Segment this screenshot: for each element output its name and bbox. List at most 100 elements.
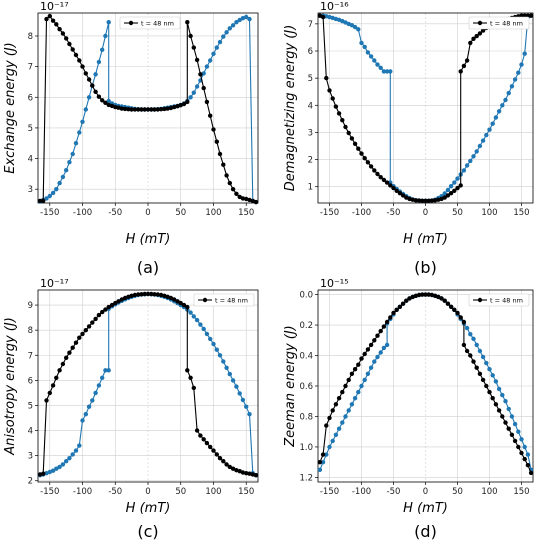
data-point [336, 426, 342, 431]
data-point [477, 143, 483, 149]
data-point [86, 404, 92, 409]
data-point [165, 294, 170, 299]
y-tick-label: 2 [308, 156, 313, 166]
data-point [346, 408, 351, 413]
data-point [340, 389, 345, 395]
data-point [77, 130, 82, 135]
data-point [100, 98, 105, 103]
data-point [93, 89, 98, 95]
data-point [512, 77, 518, 82]
data-point [423, 292, 428, 297]
x-tick-label: 100 [205, 208, 221, 218]
data-point [365, 371, 371, 376]
data-point [429, 198, 435, 203]
data-point [100, 375, 105, 380]
y-tick-label: 6 [28, 93, 33, 103]
data-point [136, 292, 141, 297]
data-point [375, 354, 380, 360]
data-point [119, 297, 125, 302]
data-point [244, 404, 249, 409]
data-point [461, 342, 467, 348]
data-point [320, 460, 326, 465]
data-point [126, 107, 131, 112]
data-point [516, 444, 521, 450]
y-tick-label: 0.8 [299, 412, 313, 422]
data-point [100, 309, 105, 315]
data-point [336, 111, 342, 116]
data-point [496, 408, 502, 413]
data-point [365, 347, 371, 352]
data-point [90, 398, 95, 403]
data-point [493, 115, 499, 120]
data-point [116, 105, 121, 110]
data-point [365, 160, 371, 165]
data-point [80, 331, 85, 337]
data-point [490, 396, 495, 401]
data-point [234, 191, 239, 196]
data-point [172, 297, 177, 302]
data-point [57, 464, 62, 470]
data-point [60, 361, 66, 367]
data-point [381, 177, 387, 183]
data-point [165, 106, 170, 111]
data-point [500, 414, 505, 419]
data-point [106, 20, 111, 25]
data-point [448, 191, 454, 196]
data-point [80, 64, 85, 69]
data-point [340, 420, 345, 425]
data-point [461, 168, 467, 173]
data-point [60, 174, 66, 180]
series-line [39, 293, 257, 476]
data-point [506, 90, 511, 96]
data-point [359, 40, 364, 46]
data-point [391, 310, 396, 316]
data-point [474, 33, 479, 39]
data-point [519, 450, 524, 456]
y-tick-label: 4 [308, 101, 313, 111]
data-point [63, 168, 69, 173]
data-point [230, 378, 236, 383]
data-point [378, 328, 383, 334]
data-point [54, 466, 59, 471]
data-point [224, 30, 229, 35]
data-point [50, 468, 56, 473]
data-point [522, 51, 527, 56]
x-tick-label: 100 [205, 487, 221, 497]
data-point [227, 26, 232, 31]
data-point [381, 69, 387, 74]
panel-c: -150 -100 -50 0 50 100 150 2 3 4 5 6 7 8 9 10⁻¹⁷ H (mT) A… [3, 277, 259, 541]
y-multiplier: 10⁻¹⁷ [40, 0, 69, 13]
data-point [221, 34, 226, 39]
data-point [41, 471, 46, 476]
data-point [458, 315, 463, 320]
data-point [477, 348, 483, 354]
data-point [381, 324, 387, 329]
legend-marker [477, 297, 483, 303]
data-point [54, 22, 59, 27]
y-tick-label: 5 [28, 401, 33, 411]
data-point [362, 44, 367, 50]
data-point [487, 367, 492, 372]
data-point [217, 39, 223, 45]
data-point [162, 106, 167, 112]
data-point [70, 452, 75, 457]
legend-marker [128, 20, 134, 26]
subplot-label: (d) [414, 522, 437, 541]
data-point [129, 293, 134, 298]
data-point [77, 335, 82, 340]
y-tick-label: 1 [308, 183, 313, 193]
data-point [139, 292, 144, 297]
data-point [346, 130, 351, 136]
y-tick-label: 6 [28, 376, 33, 386]
data-point [201, 71, 206, 76]
data-point [227, 464, 232, 470]
data-point [122, 295, 128, 301]
y-tick-label: 7 [28, 63, 33, 73]
data-point [142, 291, 147, 297]
x-axis-title: H (mT) [403, 501, 448, 516]
data-point [83, 71, 89, 76]
data-point [201, 437, 206, 442]
data-point [103, 100, 108, 106]
data-point [493, 402, 499, 407]
data-point [448, 184, 454, 189]
